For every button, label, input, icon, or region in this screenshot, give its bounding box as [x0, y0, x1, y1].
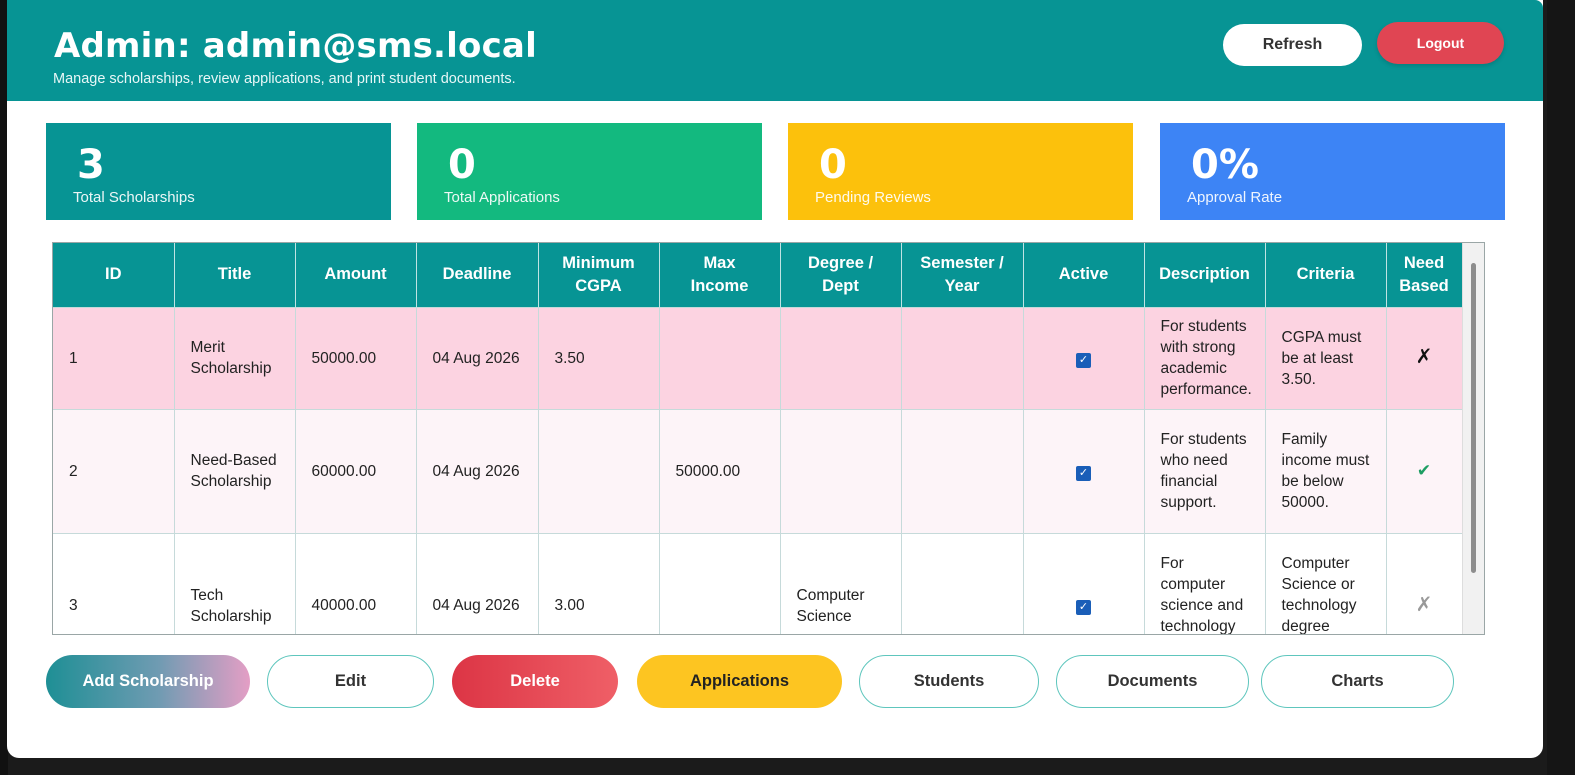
stat-value: 3: [77, 142, 105, 188]
cell-description: For students who need financial support.: [1144, 408, 1266, 533]
cell-deadline: 04 Aug 2026: [416, 408, 539, 533]
cell-criteria: CGPA must be at least 3.50.: [1265, 306, 1387, 409]
cell-active: ✓: [1023, 532, 1145, 634]
table-row[interactable]: 3 Tech Scholarship 40000.00 04 Aug 2026 …: [53, 532, 1463, 634]
cell-id: 1: [53, 306, 175, 409]
cell-title: Need-Based Scholarship: [174, 408, 296, 533]
header: Admin: admin@sms.local Manage scholarshi…: [7, 0, 1543, 101]
cell-title: Tech Scholarship: [174, 532, 296, 634]
stat-value: 0%: [1191, 142, 1259, 188]
stat-label: Approval Rate: [1187, 189, 1283, 206]
cell-criteria: Family income must be below 50000.: [1265, 408, 1387, 533]
column-header-min-cgpa[interactable]: Minimum CGPA: [538, 243, 660, 307]
stat-value: 0: [448, 142, 476, 188]
table-row[interactable]: 1 Merit Scholarship 50000.00 04 Aug 2026…: [53, 306, 1463, 409]
cell-max-income: [659, 306, 781, 409]
cell-min-cgpa: 3.50: [538, 306, 660, 409]
column-header-need-based[interactable]: Need Based: [1386, 243, 1463, 307]
checkbox-checked-icon[interactable]: ✓: [1076, 352, 1091, 368]
stat-value: 0: [819, 142, 847, 188]
checkbox-checked-icon[interactable]: ✓: [1076, 600, 1091, 616]
page-title: Admin: admin@sms.local: [54, 26, 537, 66]
edit-button[interactable]: Edit: [267, 655, 434, 708]
table-scrollbar[interactable]: [1462, 243, 1484, 634]
cell-min-cgpa: [538, 408, 660, 533]
table-row[interactable]: 2 Need-Based Scholarship 60000.00 04 Aug…: [53, 408, 1463, 533]
cell-criteria: Computer Science or technology degree st…: [1265, 532, 1387, 634]
column-header-description[interactable]: Description: [1144, 243, 1266, 307]
column-header-active[interactable]: Active: [1023, 243, 1145, 307]
column-header-deadline[interactable]: Deadline: [416, 243, 539, 307]
stat-card-pending-reviews: 0 Pending Reviews: [788, 123, 1133, 220]
stat-card-approval-rate: 0% Approval Rate: [1160, 123, 1505, 220]
cell-deadline: 04 Aug 2026: [416, 532, 539, 634]
cell-max-income: 50000.00: [659, 408, 781, 533]
cell-semester: [901, 408, 1024, 533]
cell-degree: [780, 306, 902, 409]
cell-max-income: [659, 532, 781, 634]
column-header-semester[interactable]: Semester / Year: [901, 243, 1024, 307]
stat-label: Total Applications: [444, 189, 560, 206]
cross-icon: ✗: [1415, 593, 1433, 616]
stat-label: Pending Reviews: [815, 189, 931, 206]
cell-active: ✓: [1023, 408, 1145, 533]
cell-need-based: ✔: [1386, 408, 1463, 533]
cell-need-based: ✗: [1386, 532, 1463, 634]
cell-semester: [901, 532, 1024, 634]
cell-need-based: ✗: [1386, 306, 1463, 409]
cell-id: 2: [53, 408, 175, 533]
app-window: Admin: admin@sms.local Manage scholarshi…: [7, 0, 1543, 758]
cross-icon: ✗: [1415, 346, 1433, 368]
cell-deadline: 04 Aug 2026: [416, 306, 539, 409]
stat-card-total-scholarships: 3 Total Scholarships: [46, 123, 391, 220]
cell-degree: Computer Science: [780, 532, 902, 634]
cell-description: For computer science and technology stud…: [1144, 532, 1266, 634]
cell-id: 3: [53, 532, 175, 634]
stat-label: Total Scholarships: [73, 189, 195, 206]
cell-min-cgpa: 3.00: [538, 532, 660, 634]
refresh-button[interactable]: Refresh: [1223, 24, 1362, 66]
cell-description: For students with strong academic perfor…: [1144, 306, 1266, 409]
column-header-criteria[interactable]: Criteria: [1265, 243, 1387, 307]
scholarships-table[interactable]: ID Title Amount Deadline Minimum CGPA Ma…: [52, 242, 1485, 635]
page-subtitle: Manage scholarships, review applications…: [53, 71, 516, 87]
cell-title: Merit Scholarship: [174, 306, 296, 409]
cell-amount: 40000.00: [295, 532, 417, 634]
cell-amount: 50000.00: [295, 306, 417, 409]
column-header-title[interactable]: Title: [174, 243, 296, 307]
cell-active: ✓: [1023, 306, 1145, 409]
checkbox-checked-icon[interactable]: ✓: [1076, 465, 1091, 481]
cell-semester: [901, 306, 1024, 409]
add-scholarship-button[interactable]: Add Scholarship: [46, 655, 250, 708]
column-header-id[interactable]: ID: [53, 243, 175, 307]
cell-degree: [780, 408, 902, 533]
column-header-max-income[interactable]: Max Income: [659, 243, 781, 307]
students-button[interactable]: Students: [859, 655, 1039, 708]
scrollbar-thumb[interactable]: [1471, 263, 1476, 573]
delete-button[interactable]: Delete: [452, 655, 618, 708]
logout-button[interactable]: Logout: [1377, 22, 1504, 64]
column-header-amount[interactable]: Amount: [295, 243, 417, 307]
cell-amount: 60000.00: [295, 408, 417, 533]
charts-button[interactable]: Charts: [1261, 655, 1454, 708]
documents-button[interactable]: Documents: [1056, 655, 1249, 708]
applications-button[interactable]: Applications: [637, 655, 842, 708]
table-header-row: ID Title Amount Deadline Minimum CGPA Ma…: [53, 243, 1463, 307]
column-header-degree[interactable]: Degree / Dept: [780, 243, 902, 307]
check-icon: ✔: [1416, 461, 1432, 480]
stat-card-total-applications: 0 Total Applications: [417, 123, 762, 220]
